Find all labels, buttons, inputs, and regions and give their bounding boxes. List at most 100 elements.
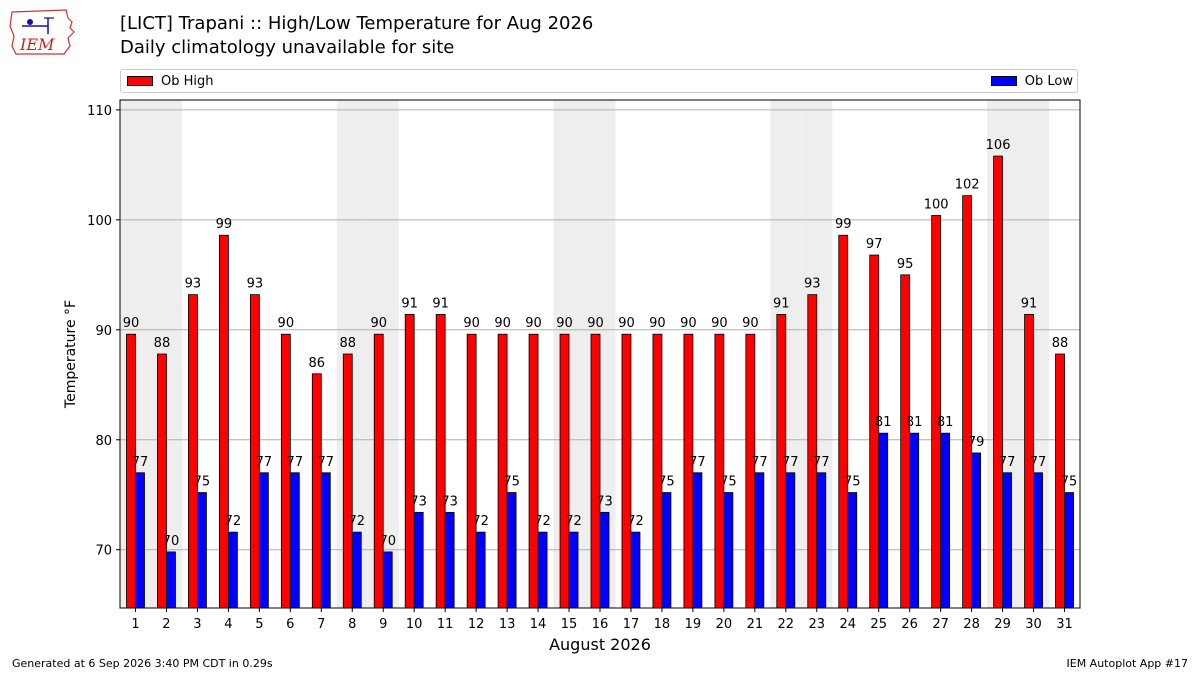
chart-subtitle: Daily climatology unavailable for site [120, 37, 455, 58]
bars [126, 155, 1074, 609]
legend-item-high: Ob High [127, 74, 214, 90]
high-label-4: 99 [216, 217, 233, 232]
low-bar-26 [909, 432, 920, 609]
y-tick-label-110: 110 [87, 104, 112, 119]
high-label-9: 90 [370, 316, 387, 331]
app-label: IEM Autoplot App #17 [1066, 657, 1189, 670]
low-label-5: 77 [256, 455, 273, 470]
low-label-17: 72 [627, 514, 644, 529]
high-label-17: 90 [618, 316, 635, 331]
y-tick-label-100: 100 [87, 214, 112, 229]
legend-swatch-high [127, 75, 153, 86]
high-label-13: 90 [494, 316, 511, 331]
high-label-22: 91 [773, 296, 790, 311]
x-tick-label-27: 27 [932, 617, 949, 632]
y-axis: 70 80 90 100 110 [87, 104, 120, 559]
low-bar-5 [258, 472, 269, 609]
high-label-3: 93 [185, 277, 202, 292]
x-tick-label-31: 31 [1056, 617, 1073, 632]
high-label-23: 93 [804, 277, 821, 292]
high-bar-4 [218, 234, 229, 609]
x-tick-label-21: 21 [747, 617, 764, 632]
y-axis-label: Temperature °F [63, 300, 79, 409]
low-label-11: 73 [441, 494, 458, 509]
high-label-11: 91 [432, 296, 449, 311]
low-label-7: 77 [318, 455, 335, 470]
low-bar-25 [878, 432, 889, 609]
low-label-30: 77 [1030, 455, 1047, 470]
high-label-14: 90 [525, 316, 542, 331]
high-bar-20 [714, 333, 725, 609]
low-bar-31 [1064, 492, 1074, 609]
chart-title: [LICT] Trapani :: High/Low Temperature f… [120, 13, 594, 34]
x-tick-label-11: 11 [437, 617, 454, 632]
high-label-21: 90 [742, 316, 759, 331]
high-label-28: 102 [955, 178, 980, 193]
high-label-6: 90 [278, 316, 295, 331]
x-tick-label-30: 30 [1025, 617, 1042, 632]
x-axis: 1 2 3 4 5 6 7 8 9 10 11 12 13 14 15 16 17 18 19 20 21 22 23 24 2… [131, 608, 1073, 632]
x-tick-label-3: 3 [193, 617, 201, 632]
high-bar-15 [559, 333, 570, 609]
low-label-6: 77 [287, 455, 304, 470]
low-label-16: 73 [596, 494, 613, 509]
x-tick-label-9: 9 [379, 617, 387, 632]
weekend-bands [120, 100, 1050, 608]
x-tick-label-7: 7 [317, 617, 325, 632]
x-tick-label-23: 23 [809, 617, 826, 632]
x-tick-label-22: 22 [778, 617, 795, 632]
high-label-26: 95 [897, 257, 914, 272]
high-bar-14 [528, 333, 539, 609]
high-bar-5 [249, 294, 260, 609]
high-label-8: 88 [339, 336, 356, 351]
legend: Ob High Ob Low [120, 69, 1078, 93]
low-bar-13 [506, 492, 517, 609]
high-label-25: 97 [866, 237, 883, 252]
low-bar-2 [166, 551, 176, 609]
x-tick-label-13: 13 [499, 617, 516, 632]
x-tick-label-16: 16 [592, 617, 609, 632]
y-tick-label-70: 70 [95, 544, 112, 559]
low-label-29: 77 [999, 455, 1016, 470]
x-tick-label-8: 8 [348, 617, 356, 632]
high-bar-17 [621, 333, 632, 609]
low-label-22: 77 [782, 455, 799, 470]
x-tick-label-2: 2 [162, 617, 170, 632]
y-tick-label-80: 80 [95, 434, 112, 449]
high-bar-25 [869, 254, 880, 609]
legend-swatch-low [990, 75, 1017, 86]
low-label-24: 75 [844, 475, 861, 490]
low-bar-6 [289, 472, 300, 609]
legend-label-high: Ob High [161, 74, 214, 89]
low-label-2: 70 [163, 534, 180, 549]
high-label-29: 106 [986, 138, 1011, 153]
high-bar-12 [466, 333, 477, 609]
low-bar-27 [940, 432, 951, 609]
low-label-26: 81 [906, 415, 923, 430]
high-label-30: 91 [1021, 296, 1038, 311]
low-bar-17 [630, 531, 641, 609]
high-label-19: 90 [680, 316, 697, 331]
high-bar-10 [404, 314, 415, 609]
logo-text: IEM [19, 35, 55, 54]
low-bar-10 [413, 511, 424, 609]
low-bar-11 [444, 511, 455, 609]
legend-item-low: Ob Low [990, 74, 1073, 90]
high-bar-6 [280, 333, 291, 609]
x-axis-label: August 2026 [549, 635, 651, 654]
low-bar-14 [537, 531, 548, 609]
high-bar-8 [342, 353, 353, 609]
high-label-31: 88 [1052, 336, 1069, 351]
high-label-5: 93 [247, 277, 264, 292]
x-tick-label-1: 1 [131, 617, 139, 632]
low-bar-20 [723, 492, 734, 609]
high-bar-16 [590, 333, 601, 609]
high-bar-2 [157, 353, 167, 609]
low-label-1: 77 [132, 455, 149, 470]
low-bar-12 [475, 531, 486, 609]
low-bar-22 [785, 472, 796, 609]
high-label-7: 86 [309, 356, 326, 371]
low-label-19: 77 [689, 455, 706, 470]
high-label-2: 88 [154, 336, 171, 351]
